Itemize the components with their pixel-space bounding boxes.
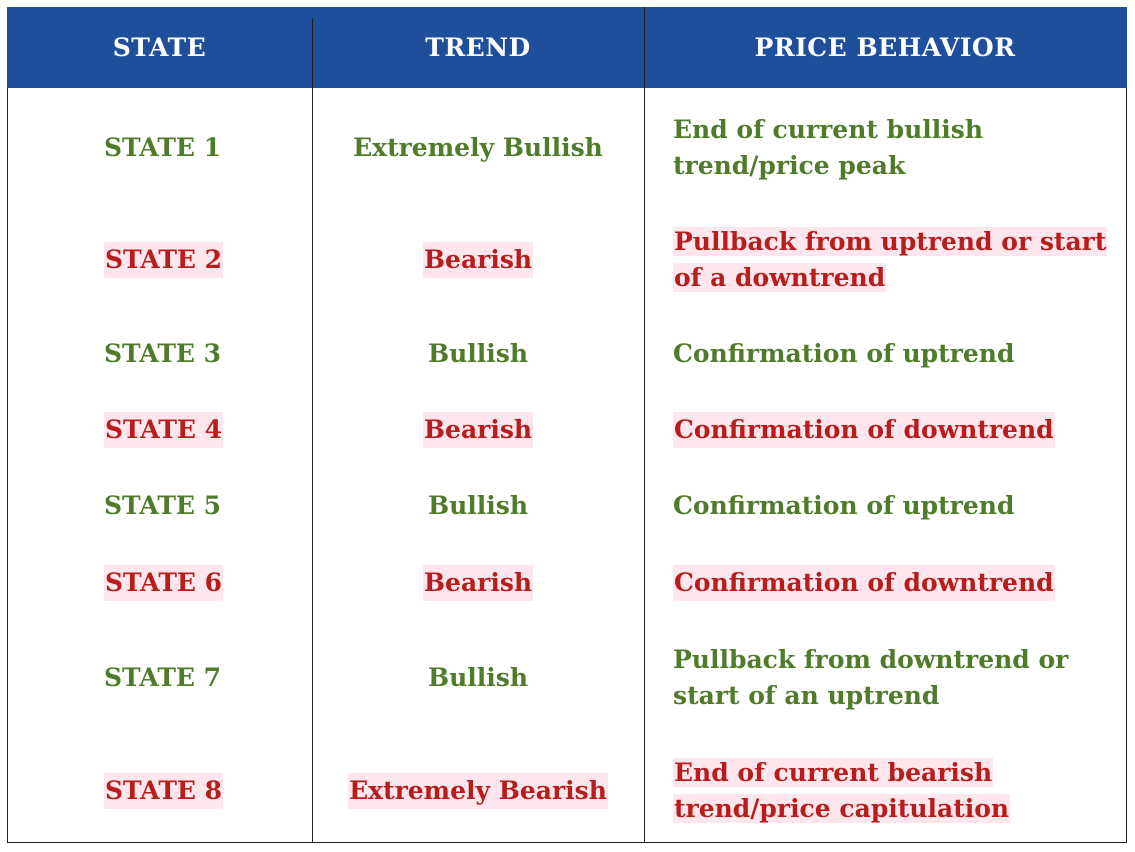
header-state: STATE [112, 33, 207, 62]
state-cell: STATE 6 [7, 565, 312, 601]
price-line-1: End of current bullish [673, 115, 984, 144]
trend-cell: Bearish [313, 412, 643, 448]
column-divider-1 [312, 18, 313, 843]
price-behavior-cell: End of current bullish trend/price peak [645, 112, 1125, 184]
column-divider-2 [644, 7, 645, 843]
state-cell: STATE 8 [7, 755, 312, 827]
price-line-1: Pullback from downtrend or [673, 645, 1069, 674]
price-behavior-cell: Confirmation of uptrend [673, 491, 1015, 520]
trend-cell: Bearish [313, 565, 643, 601]
trend-cell: Bullish [427, 663, 529, 692]
header-trend: TREND [425, 33, 531, 62]
trend-cell: Extremely Bearish [313, 755, 643, 827]
trend-cell: Bullish [427, 491, 529, 520]
trend-cell: Bullish [427, 339, 529, 368]
state-cell: STATE 4 [7, 412, 312, 448]
price-line-1: End of current bearish [673, 758, 994, 787]
header-price-behavior: PRICE BEHAVIOR [754, 33, 1016, 62]
price-behavior-cell: End of current bearish trend/price capitu… [645, 755, 1125, 827]
price-line-2: trend/price capitulation [673, 794, 1011, 823]
state-cell: STATE 2 [7, 224, 312, 296]
state-cell: STATE 5 [104, 491, 222, 520]
price-behavior-cell: Confirmation of uptrend [673, 339, 1015, 368]
price-line-1: Pullback from uptrend or start [673, 227, 1108, 256]
price-line-2: of a downtrend [673, 263, 887, 292]
price-line-2: trend/price peak [673, 151, 906, 180]
trend-cell: Extremely Bullish [353, 133, 603, 162]
state-cell: STATE 7 [104, 663, 222, 692]
price-behavior-cell: Pullback from downtrend or start of an up… [645, 642, 1125, 714]
price-behavior-cell: Pullback from uptrend or start of a downt… [645, 224, 1125, 296]
price-behavior-cell: Confirmation of downtrend [645, 412, 1125, 448]
state-cell: STATE 1 [104, 133, 222, 162]
price-line-2: start of an uptrend [673, 681, 940, 710]
table-header: STATE TREND PRICE BEHAVIOR [7, 7, 1127, 88]
trend-cell: Bearish [313, 224, 643, 296]
price-behavior-cell: Confirmation of downtrend [645, 565, 1125, 601]
state-cell: STATE 3 [104, 339, 222, 368]
